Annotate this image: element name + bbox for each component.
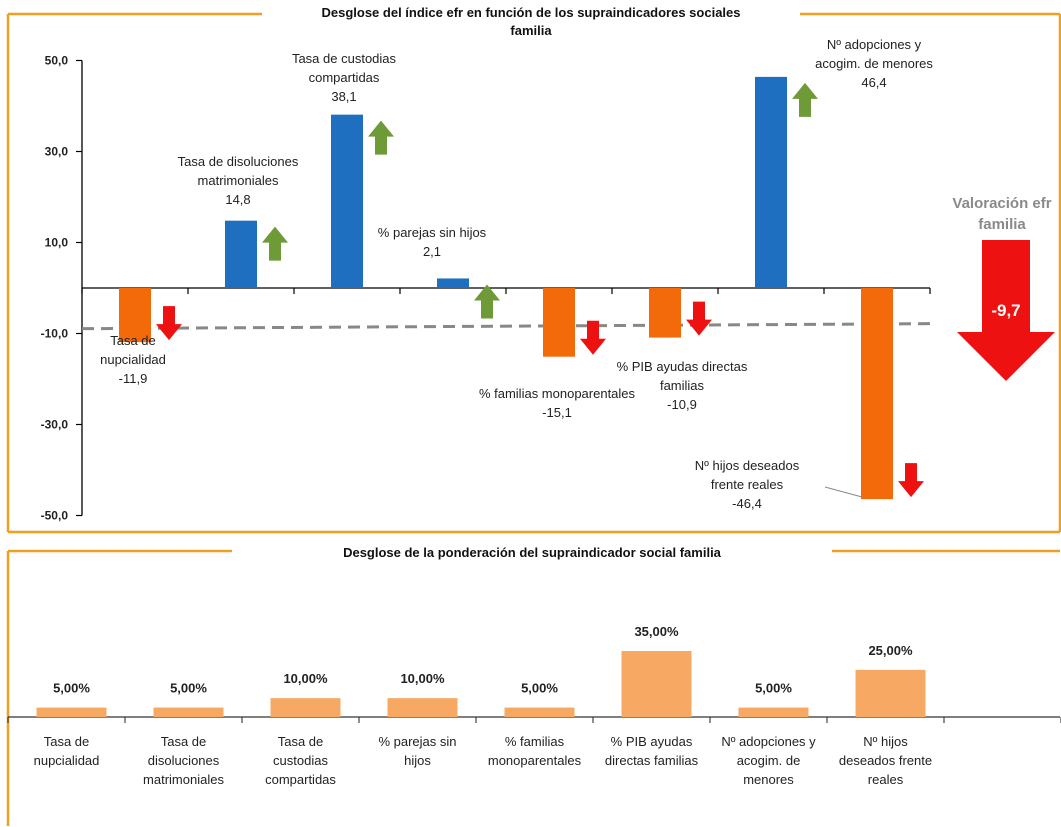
bar-label-2-line-0: Tasa de custodias	[292, 51, 397, 66]
top-bars	[119, 76, 893, 500]
bar-4	[543, 288, 575, 357]
weight-bar-2	[270, 698, 341, 717]
reference-dashed-line	[81, 322, 931, 331]
bottom-bars	[7, 651, 1061, 723]
bar-label-7-line-2: -46,4	[732, 496, 762, 511]
down-arrow-icon	[580, 320, 606, 355]
weight-value-label: 5,00%	[755, 681, 792, 696]
weight-value-label: 10,00%	[400, 671, 445, 686]
y-tick-label: 10,0	[45, 236, 69, 250]
weight-bar-5	[621, 651, 692, 717]
weight-value-label: 5,00%	[521, 681, 558, 696]
valuation-label-line2: familia	[978, 216, 1026, 233]
weight-category-label-1-line-2: matrimoniales	[143, 772, 224, 787]
weight-category-label-5-line-0: % PIB ayudas	[611, 734, 693, 749]
weight-bar-4	[504, 707, 575, 717]
bar-label-3-line-1: 2,1	[423, 244, 441, 259]
bar-label-6-line-0: Nº adopciones y	[827, 37, 922, 52]
y-tick-label: -30,0	[41, 418, 69, 432]
valuation-down-arrow-icon	[957, 240, 1055, 381]
bottom-chart-title: Desglose de la ponderación del supraindi…	[343, 545, 722, 560]
down-arrow-icon	[898, 463, 924, 498]
weight-category-label-4-line-0: % familias	[505, 734, 565, 749]
up-arrow-icon	[262, 226, 288, 261]
weight-category-label-7-line-0: Nº hijos	[863, 734, 908, 749]
weight-value-label: 25,00%	[868, 643, 913, 658]
bar-6	[755, 76, 787, 288]
bar-label-4-line-1: -15,1	[542, 405, 572, 420]
bar-label-6-line-1: acogim. de menores	[815, 56, 933, 71]
up-arrow-icon	[474, 284, 500, 319]
weight-category-label-1-line-0: Tasa de	[161, 734, 207, 749]
bar-label-7-line-0: Nº hijos deseados	[695, 458, 800, 473]
bar-label-6-line-2: 46,4	[861, 75, 886, 90]
bottom-labels: 5,00% Tasa de nupcialidad 5,00% Tasa de disol…	[34, 624, 933, 787]
weight-bar-3	[387, 698, 458, 717]
bar-label-1-line-0: Tasa de disoluciones	[178, 154, 299, 169]
bar-label-1-line-2: 14,8	[225, 192, 250, 207]
weight-category-label-5-line-1: directas familias	[605, 753, 699, 768]
top-chart-title: Desglose del índice efr en función de lo…	[321, 5, 740, 20]
y-tick-label: -50,0	[41, 509, 69, 523]
weight-category-label-7-line-2: reales	[868, 772, 904, 787]
weight-category-label-1-line-1: disoluciones	[148, 753, 220, 768]
top-chart-subtitle: familia	[510, 23, 552, 38]
weight-bar-1	[153, 707, 224, 717]
weight-category-label-6-line-1: acogim. de	[737, 753, 801, 768]
bar-label-0-line-0: Tasa de	[110, 333, 156, 348]
down-arrow-icon	[156, 306, 182, 341]
weight-category-label-7-line-1: deseados frente	[839, 753, 932, 768]
up-arrow-icon	[792, 82, 818, 117]
bar-2	[331, 114, 363, 289]
down-arrow-icon	[686, 301, 712, 336]
bar-label-0-line-2: -11,9	[119, 371, 148, 386]
weight-bar-6	[738, 707, 809, 717]
weight-value-label: 35,00%	[634, 624, 679, 639]
bar-7	[861, 288, 893, 500]
weight-category-label-2-line-2: compartidas	[265, 772, 336, 787]
bar-label-1-line-1: matrimoniales	[198, 173, 279, 188]
weight-value-label: 10,00%	[283, 671, 328, 686]
valuation-value: -9,7	[991, 301, 1020, 320]
y-tick-label: 30,0	[45, 145, 69, 159]
bar-label-4-line-0: % familias monoparentales	[479, 386, 636, 401]
bar-1	[225, 220, 257, 288]
label-leader-line	[824, 486, 863, 498]
bar-0	[119, 288, 151, 343]
weight-value-label: 5,00%	[53, 681, 90, 696]
bottom-frame	[6, 549, 1060, 826]
bar-label-7-line-1: frente reales	[711, 477, 784, 492]
weight-category-label-2-line-1: custodias	[273, 753, 328, 768]
weight-category-label-4-line-1: monoparentales	[488, 753, 582, 768]
weight-value-label: 5,00%	[170, 681, 207, 696]
top-labels: Tasa de nupcialidad -11,9 Tasa de disolucio…	[100, 37, 933, 511]
bar-label-2-line-1: compartidas	[309, 70, 380, 85]
weight-category-label-3-line-0: % parejas sin	[378, 734, 456, 749]
bar-label-5-line-2: -10,9	[667, 397, 697, 412]
weight-category-label-3-line-1: hijos	[404, 753, 431, 768]
top-y-axis: 50,0 30,0 10,0 -10,0 -30,0 -50,0	[41, 54, 931, 523]
weight-category-label-2-line-0: Tasa de	[278, 734, 324, 749]
bar-label-3-line-0: % parejas sin hijos	[378, 225, 487, 240]
up-arrow-icon	[368, 120, 394, 155]
weight-bar-0	[36, 707, 107, 717]
bar-label-2-line-2: 38,1	[331, 89, 356, 104]
bar-5	[649, 288, 681, 338]
weight-bar-7	[855, 669, 926, 717]
valuation-label-line1: Valoración efr	[952, 195, 1051, 212]
weight-category-label-6-line-0: Nº adopciones y	[721, 734, 816, 749]
weight-category-label-6-line-2: menores	[743, 772, 794, 787]
y-tick-label: -10,0	[41, 327, 69, 341]
bar-label-5-line-1: familias	[660, 378, 705, 393]
top-arrows	[156, 82, 924, 498]
weight-category-label-0-line-1: nupcialidad	[34, 753, 100, 768]
bar-label-5-line-0: % PIB ayudas directas	[617, 359, 748, 374]
top-frame	[6, 12, 1061, 534]
bar-label-0-line-1: nupcialidad	[100, 352, 166, 367]
bar-3	[437, 278, 469, 288]
y-tick-label: 50,0	[45, 54, 69, 68]
weight-category-label-0-line-0: Tasa de	[44, 734, 90, 749]
